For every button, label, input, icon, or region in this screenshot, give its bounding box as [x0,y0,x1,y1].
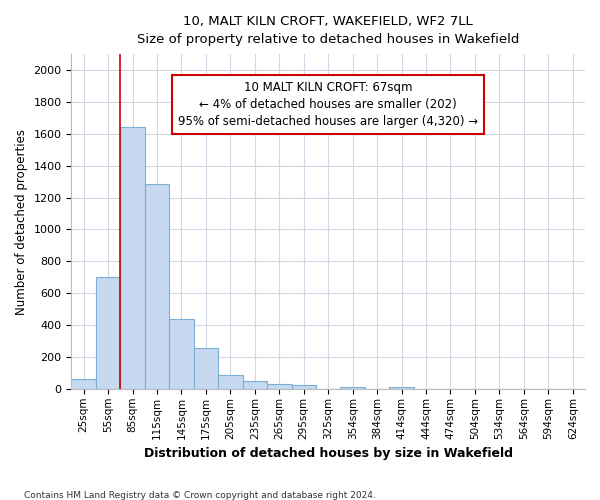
Bar [267,384,292,389]
Title: 10, MALT KILN CROFT, WAKEFIELD, WF2 7LL
Size of property relative to detached ho: 10, MALT KILN CROFT, WAKEFIELD, WF2 7LL … [137,15,520,46]
Bar [292,385,316,389]
Bar [145,184,169,389]
Bar [340,386,365,389]
Bar [194,348,218,389]
Bar [169,319,194,389]
X-axis label: Distribution of detached houses by size in Wakefield: Distribution of detached houses by size … [144,447,513,460]
Bar [218,374,242,389]
Bar [389,386,414,389]
Text: Contains HM Land Registry data © Crown copyright and database right 2024.: Contains HM Land Registry data © Crown c… [24,490,376,500]
Y-axis label: Number of detached properties: Number of detached properties [15,128,28,314]
Bar [242,381,267,389]
Bar [96,278,121,389]
Bar [71,378,96,389]
Bar [121,128,145,389]
Text: 10 MALT KILN CROFT: 67sqm
← 4% of detached houses are smaller (202)
95% of semi-: 10 MALT KILN CROFT: 67sqm ← 4% of detach… [178,81,478,128]
